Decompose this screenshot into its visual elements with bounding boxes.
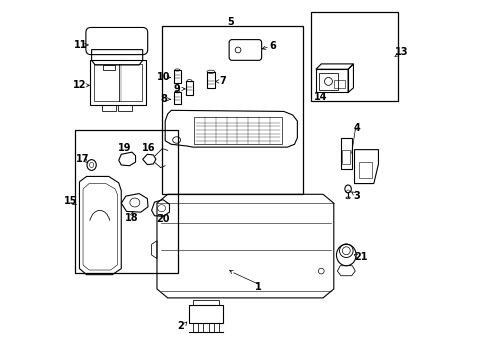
Text: 8: 8 <box>160 94 167 104</box>
Bar <box>358 162 372 178</box>
Bar <box>333 80 344 88</box>
Bar <box>118 105 132 111</box>
Bar <box>94 64 142 102</box>
Text: 5: 5 <box>226 17 233 27</box>
Text: 7: 7 <box>219 76 225 86</box>
Text: 3: 3 <box>353 191 360 201</box>
Bar <box>194 117 282 144</box>
Bar <box>173 92 181 104</box>
Bar <box>189 305 223 323</box>
Bar <box>315 69 347 93</box>
Text: 1: 1 <box>255 282 262 292</box>
Text: 16: 16 <box>142 143 155 153</box>
Text: 21: 21 <box>353 252 366 262</box>
Text: 13: 13 <box>394 47 407 57</box>
Bar <box>173 70 181 83</box>
Bar <box>310 12 397 102</box>
Text: 12: 12 <box>73 80 87 90</box>
Bar <box>192 300 219 305</box>
Text: 2: 2 <box>177 321 183 332</box>
Text: 15: 15 <box>63 197 77 206</box>
Text: 11: 11 <box>74 40 87 50</box>
Text: 9: 9 <box>174 84 181 94</box>
Bar <box>185 81 193 95</box>
Bar <box>75 130 178 273</box>
Bar <box>342 150 349 164</box>
Text: 18: 18 <box>125 212 139 222</box>
Bar <box>318 73 338 90</box>
Bar <box>206 72 214 88</box>
Text: 6: 6 <box>268 41 275 51</box>
Bar <box>103 65 115 70</box>
Bar <box>162 26 303 194</box>
Text: 14: 14 <box>313 92 326 102</box>
Text: 17: 17 <box>76 154 90 164</box>
Text: 20: 20 <box>156 214 169 224</box>
Bar <box>102 105 116 111</box>
Text: 4: 4 <box>353 123 360 133</box>
Text: 19: 19 <box>118 143 131 153</box>
Text: 10: 10 <box>157 72 170 82</box>
Bar <box>90 60 145 105</box>
